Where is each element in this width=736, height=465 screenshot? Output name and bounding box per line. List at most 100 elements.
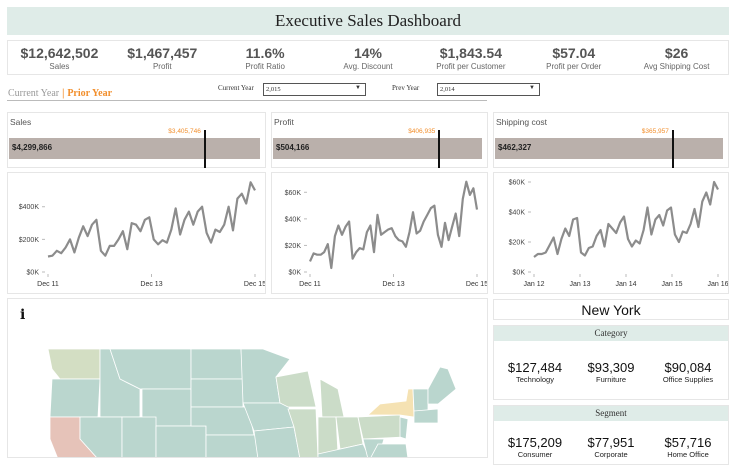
category-label: Furniture xyxy=(595,375,626,384)
segment-value: $77,951 xyxy=(587,435,635,450)
segment-consumer[interactable]: $175,209 Consumer xyxy=(496,435,574,459)
state-illinois xyxy=(287,408,319,457)
prior-year-toggle[interactable]: Prior Year xyxy=(67,88,113,99)
y-tick-label: $0K xyxy=(27,270,40,277)
x-tick-label: Dec 13 xyxy=(382,281,404,288)
kpi-value: 11.6% xyxy=(245,45,285,61)
kpi-value: $1,467,457 xyxy=(127,45,198,61)
y-tick-label: $60K xyxy=(509,180,526,187)
kpi-label: Avg. Discount xyxy=(343,62,393,71)
state-vermont-nh xyxy=(412,388,429,412)
kpi-profit-per-customer: $1,843.54 Profit per Customer xyxy=(419,41,522,74)
value-bar[interactable]: $504,166 xyxy=(273,138,482,159)
value-bar[interactable]: $462,327 xyxy=(495,138,723,159)
category-value: $90,084 xyxy=(664,360,712,375)
x-tick-label: Jan 15 xyxy=(661,281,682,288)
state-wisconsin xyxy=(275,370,317,408)
target-label: $406,935 xyxy=(408,128,436,135)
shipping-bullet-panel: Shipping cost $462,327 $365,957 xyxy=(493,112,729,168)
prev-year-select[interactable]: 2,014 ▼ xyxy=(437,83,540,96)
kpi-value: $1,843.54 xyxy=(439,45,503,61)
value-label: $4,299,866 xyxy=(12,143,53,152)
x-tick-label: Dec 13 xyxy=(140,281,162,288)
state-nevada xyxy=(79,416,123,457)
x-tick-label: Jan 16 xyxy=(707,281,728,288)
dashboard-title: Executive Sales Dashboard xyxy=(7,7,729,35)
y-tick-label: $20K xyxy=(285,243,302,250)
shipping-trend-line[interactable] xyxy=(533,180,719,258)
state-oregon xyxy=(49,378,101,418)
state-washington xyxy=(47,348,101,380)
segment-corporate[interactable]: $77,951 Corporate xyxy=(572,435,650,459)
y-tick-label: $60K xyxy=(285,190,302,197)
kpi-label: Sales xyxy=(49,62,70,71)
current-year-toggle[interactable]: Current Year xyxy=(8,88,60,99)
current-year-select[interactable]: 2,015 ▼ xyxy=(263,83,366,96)
target-marker xyxy=(203,130,206,168)
y-tick-label: $400K xyxy=(19,204,40,211)
kpi-avg-shipping: $26 Avg Shipping Cost xyxy=(625,41,728,74)
state-colorado xyxy=(155,425,207,457)
state-mass-ct-ri xyxy=(413,408,439,424)
segment-home-office[interactable]: $57,716 Home Office xyxy=(649,435,727,459)
state-utah xyxy=(121,416,157,457)
x-tick-label: Jan 14 xyxy=(615,281,636,288)
kpi-value: $57.04 xyxy=(552,45,596,61)
segment-value: $57,716 xyxy=(664,435,712,450)
panel-title: Profit xyxy=(274,117,294,127)
category-value: $93,309 xyxy=(587,360,635,375)
x-tick-label: Jan 13 xyxy=(569,281,590,288)
y-tick-label: $200K xyxy=(19,237,40,244)
segment-label: Consumer xyxy=(517,450,553,459)
target-label: $3,405,746 xyxy=(168,128,201,135)
category-label: Technology xyxy=(516,375,554,384)
category-label: Office Supplies xyxy=(662,375,714,384)
kpi-label: Profit xyxy=(152,62,172,71)
shipping-line-chart[interactable]: $0K $20K $40K $60K Jan 12 Jan 13 Jan 14 Jan 15 J… xyxy=(494,173,729,293)
kpi-value: 14% xyxy=(353,45,383,61)
segment-header: Segment xyxy=(494,406,728,421)
state-missouri xyxy=(253,426,301,457)
category-office-supplies[interactable]: $90,084 Office Supplies xyxy=(649,360,727,384)
shipping-line-panel: $0K $20K $40K $60K Jan 12 Jan 13 Jan 14 Jan 15 J… xyxy=(493,172,729,294)
year-toggle: Current Year | Prior Year xyxy=(8,88,112,99)
kpi-label: Avg Shipping Cost xyxy=(643,62,710,71)
y-tick-label: $20K xyxy=(509,240,526,247)
profit-line-chart[interactable]: $0K $20K $40K $60K Dec 11 Dec 13 Dec 15 xyxy=(272,173,488,293)
kpi-value: $26 xyxy=(664,45,689,61)
category-header: Category xyxy=(494,326,728,341)
divider xyxy=(7,100,487,101)
kpi-label: Profit per Customer xyxy=(436,62,506,71)
y-tick-label: $0K xyxy=(513,270,526,277)
state-north-dakota xyxy=(190,348,244,380)
value-bar[interactable]: $4,299,866 xyxy=(9,138,260,159)
current-year-label: Current Year xyxy=(218,84,254,92)
y-tick-label: $0K xyxy=(289,270,302,277)
category-furniture[interactable]: $93,309 Furniture xyxy=(572,360,650,384)
dropdown-arrow-icon: ▼ xyxy=(529,85,535,91)
sales-trend-line[interactable] xyxy=(47,181,256,258)
sales-line-chart[interactable]: $0K $200K $400K Dec 11 Dec 13 Dec 15 xyxy=(8,173,266,293)
target-label: $365,957 xyxy=(641,128,669,135)
state-new-york xyxy=(366,388,415,418)
kpi-sales: $12,642,502 Sales xyxy=(8,41,111,74)
dropdown-arrow-icon: ▼ xyxy=(355,85,361,91)
us-map[interactable] xyxy=(8,299,488,458)
profit-line-panel: $0K $20K $40K $60K Dec 11 Dec 13 Dec 15 xyxy=(271,172,488,294)
value-label: $462,327 xyxy=(498,143,532,152)
target-marker xyxy=(438,130,441,168)
state-south-dakota xyxy=(190,378,244,408)
category-technology[interactable]: $127,484 Technology xyxy=(496,360,574,384)
segment-value: $175,209 xyxy=(507,435,563,450)
value-label: $504,166 xyxy=(276,143,310,152)
kpi-label: Profit per Order xyxy=(546,62,602,71)
x-tick-label: Dec 15 xyxy=(244,281,265,288)
state-pennsylvania xyxy=(357,414,405,440)
prev-year-value: 2,014 xyxy=(440,86,455,93)
state-indiana xyxy=(317,416,339,455)
profit-trend-line[interactable] xyxy=(308,180,479,270)
info-icon[interactable]: i xyxy=(20,307,26,323)
kpi-label: Profit Ratio xyxy=(245,62,285,71)
toggle-separator: | xyxy=(62,88,65,99)
kpi-profit-ratio: 11.6% Profit Ratio xyxy=(214,41,317,74)
